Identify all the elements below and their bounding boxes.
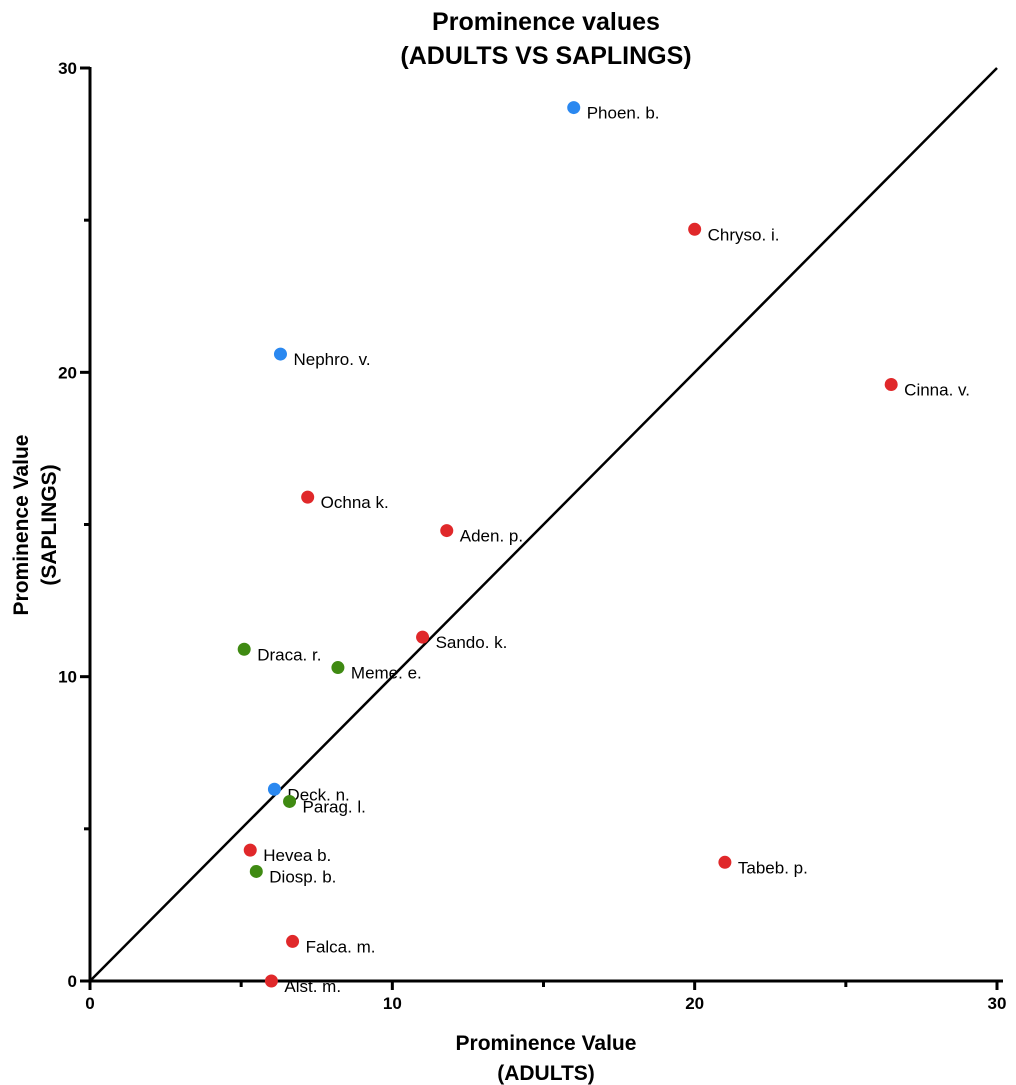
x-tick-label: 30 xyxy=(988,994,1007,1013)
y-axis-title: Prominence Value xyxy=(10,435,33,616)
point-marker xyxy=(237,642,251,656)
point-marker xyxy=(267,782,281,796)
identity-line xyxy=(89,67,998,982)
data-point: Hevea b. xyxy=(243,843,331,865)
point-marker xyxy=(286,934,300,948)
y-tick-label: 0 xyxy=(68,972,77,991)
data-point: Meme. e. xyxy=(331,661,422,683)
point-label: Cinna. v. xyxy=(904,381,970,400)
x-tick-label: 20 xyxy=(685,994,704,1013)
data-point: Ochna k. xyxy=(301,490,389,512)
chart-subtitle: (ADULTS VS SAPLINGS) xyxy=(400,42,691,70)
point-label: Nephro. v. xyxy=(293,350,370,369)
point-label: Phoen. b. xyxy=(587,104,660,123)
point-label: Hevea b. xyxy=(263,846,331,865)
x-tick-label: 0 xyxy=(85,994,94,1013)
data-points: Phoen. b. Chryso. i. Nephro. v. Cinna. v. Oc… xyxy=(237,101,970,996)
data-point: Falca. m. xyxy=(286,934,376,956)
data-point: Cinna. v. xyxy=(884,378,970,400)
point-label: Falca. m. xyxy=(306,937,376,956)
point-marker xyxy=(688,222,702,236)
point-marker xyxy=(249,864,263,878)
y-axis-subtitle: (SAPLINGS) xyxy=(38,464,61,585)
data-point: Draca. r. xyxy=(237,642,321,664)
point-marker xyxy=(301,490,315,504)
point-marker xyxy=(884,378,898,392)
x-axis-subtitle: (ADULTS) xyxy=(497,1062,595,1085)
point-marker xyxy=(243,843,257,857)
point-marker xyxy=(567,101,581,115)
point-label: Ochna k. xyxy=(321,493,389,512)
chart-title: Prominence values xyxy=(432,8,660,36)
reference-line-layer xyxy=(89,67,998,982)
point-label: Deck. n. xyxy=(287,785,349,804)
y-tick-label: 20 xyxy=(58,363,77,382)
data-point: Chryso. i. xyxy=(688,222,780,244)
data-point: Deck. n. xyxy=(267,782,350,804)
data-point: Parag. l. xyxy=(283,794,366,816)
ticks: 0 10 20 30 0 10 20 30 xyxy=(58,59,1006,1013)
point-marker xyxy=(440,524,454,538)
data-point: Sando. k. xyxy=(416,630,508,652)
data-point: Diosp. b. xyxy=(249,864,336,886)
point-label: Chryso. i. xyxy=(708,225,780,244)
point-marker xyxy=(283,794,297,808)
point-label: Diosp. b. xyxy=(269,867,336,886)
data-point: Alst. m. xyxy=(264,974,341,996)
point-label: Aden. p. xyxy=(460,527,523,546)
point-marker xyxy=(264,974,278,988)
y-tick-label: 10 xyxy=(58,668,77,687)
data-point: Tabeb. p. xyxy=(718,855,808,877)
point-label: Meme. e. xyxy=(351,664,422,683)
y-tick-label: 30 xyxy=(58,59,77,78)
point-marker xyxy=(416,630,430,644)
point-marker xyxy=(718,855,732,869)
data-point: Aden. p. xyxy=(440,524,523,546)
x-axis-title: Prominence Value xyxy=(456,1032,637,1055)
data-point: Nephro. v. xyxy=(273,347,371,369)
point-marker xyxy=(273,347,287,361)
point-label: Alst. m. xyxy=(284,977,341,996)
x-tick-label: 10 xyxy=(383,994,402,1013)
point-label: Parag. l. xyxy=(303,797,366,816)
point-label: Draca. r. xyxy=(257,645,321,664)
point-label: Sando. k. xyxy=(436,633,508,652)
data-point: Phoen. b. xyxy=(567,101,660,123)
point-label: Tabeb. p. xyxy=(738,858,808,877)
point-marker xyxy=(331,661,345,675)
